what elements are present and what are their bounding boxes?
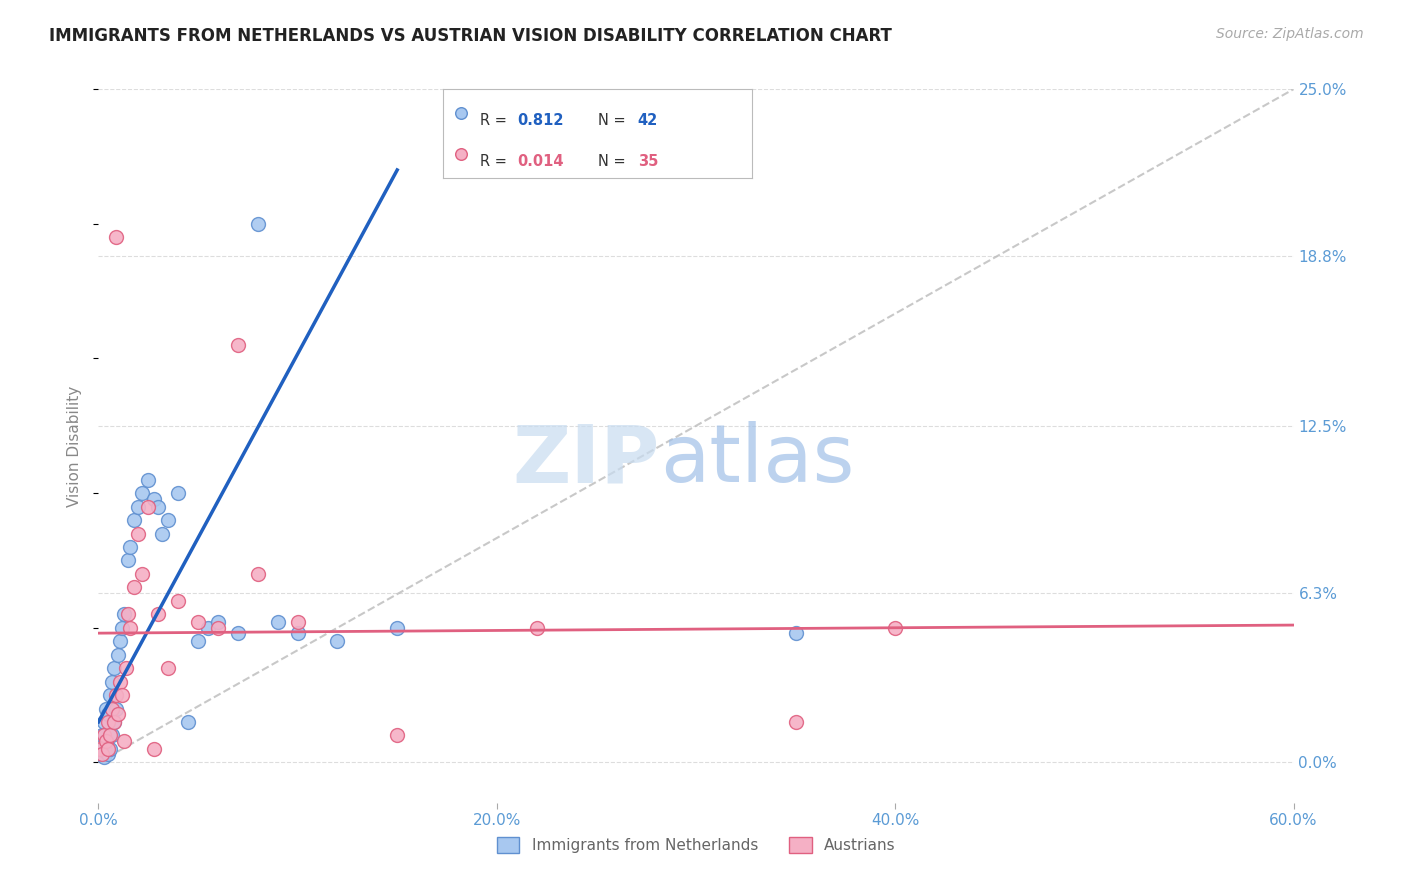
- Point: [526, 621, 548, 635]
- Point: [385, 621, 409, 635]
- Point: [93, 729, 115, 743]
- Point: [287, 626, 309, 640]
- Point: [127, 526, 149, 541]
- Text: N =: N =: [598, 113, 630, 128]
- Point: [785, 626, 807, 640]
- Point: [96, 701, 118, 715]
- Y-axis label: Vision Disability: Vision Disability: [67, 385, 83, 507]
- Point: [785, 714, 807, 729]
- Point: [91, 742, 114, 756]
- Point: [148, 500, 170, 514]
- Point: [117, 553, 139, 567]
- Point: [103, 714, 125, 729]
- Text: 42: 42: [638, 113, 658, 128]
- Point: [226, 626, 249, 640]
- Text: ZIP: ZIP: [513, 421, 661, 500]
- Text: R =: R =: [479, 113, 512, 128]
- Point: [143, 491, 166, 506]
- Point: [120, 540, 142, 554]
- Text: 35: 35: [638, 154, 658, 169]
- Point: [103, 661, 125, 675]
- Point: [91, 729, 114, 743]
- Point: [167, 486, 190, 500]
- Point: [97, 742, 120, 756]
- Point: [143, 742, 166, 756]
- Point: [197, 621, 219, 635]
- Point: [117, 607, 139, 622]
- Point: [111, 688, 134, 702]
- Point: [101, 729, 124, 743]
- Point: [107, 648, 129, 662]
- Point: [105, 688, 128, 702]
- Point: [136, 473, 159, 487]
- Point: [177, 714, 200, 729]
- Point: [385, 729, 409, 743]
- Point: [101, 701, 124, 715]
- Point: [124, 580, 146, 594]
- Point: [150, 526, 173, 541]
- Point: [93, 750, 115, 764]
- Point: [93, 714, 115, 729]
- Text: atlas: atlas: [661, 421, 855, 500]
- Point: [187, 615, 209, 630]
- Point: [89, 742, 111, 756]
- Point: [115, 661, 138, 675]
- Point: [107, 706, 129, 721]
- Point: [136, 500, 159, 514]
- Point: [246, 566, 269, 581]
- Point: [124, 513, 146, 527]
- Point: [105, 230, 128, 244]
- Point: [98, 742, 122, 756]
- Point: [110, 674, 132, 689]
- Point: [98, 729, 122, 743]
- Point: [91, 747, 114, 762]
- Point: [127, 500, 149, 514]
- Point: [97, 747, 120, 762]
- Point: [103, 714, 125, 729]
- Point: [148, 607, 170, 622]
- Point: [112, 734, 135, 748]
- Point: [131, 566, 153, 581]
- Point: [450, 147, 472, 161]
- Point: [97, 714, 120, 729]
- Point: [112, 607, 135, 622]
- Text: IMMIGRANTS FROM NETHERLANDS VS AUSTRIAN VISION DISABILITY CORRELATION CHART: IMMIGRANTS FROM NETHERLANDS VS AUSTRIAN …: [49, 27, 891, 45]
- Legend: Immigrants from Netherlands, Austrians: Immigrants from Netherlands, Austrians: [491, 831, 901, 859]
- Point: [207, 615, 229, 630]
- Point: [246, 217, 269, 231]
- Point: [96, 734, 118, 748]
- Point: [120, 621, 142, 635]
- Point: [167, 594, 190, 608]
- Point: [98, 688, 122, 702]
- Point: [157, 661, 180, 675]
- Point: [207, 621, 229, 635]
- Point: [89, 747, 111, 762]
- Point: [326, 634, 349, 648]
- Point: [450, 106, 472, 120]
- Point: [110, 634, 132, 648]
- Point: [105, 701, 128, 715]
- Point: [187, 634, 209, 648]
- Text: 0.812: 0.812: [517, 113, 564, 128]
- Text: N =: N =: [598, 154, 630, 169]
- Point: [884, 621, 907, 635]
- Text: R =: R =: [479, 154, 512, 169]
- Point: [101, 674, 124, 689]
- Text: 0.014: 0.014: [517, 154, 564, 169]
- Point: [267, 615, 290, 630]
- Point: [111, 621, 134, 635]
- Point: [96, 745, 118, 759]
- Point: [226, 338, 249, 352]
- Point: [157, 513, 180, 527]
- Point: [287, 615, 309, 630]
- Text: Source: ZipAtlas.com: Source: ZipAtlas.com: [1216, 27, 1364, 41]
- Point: [131, 486, 153, 500]
- Point: [97, 706, 120, 721]
